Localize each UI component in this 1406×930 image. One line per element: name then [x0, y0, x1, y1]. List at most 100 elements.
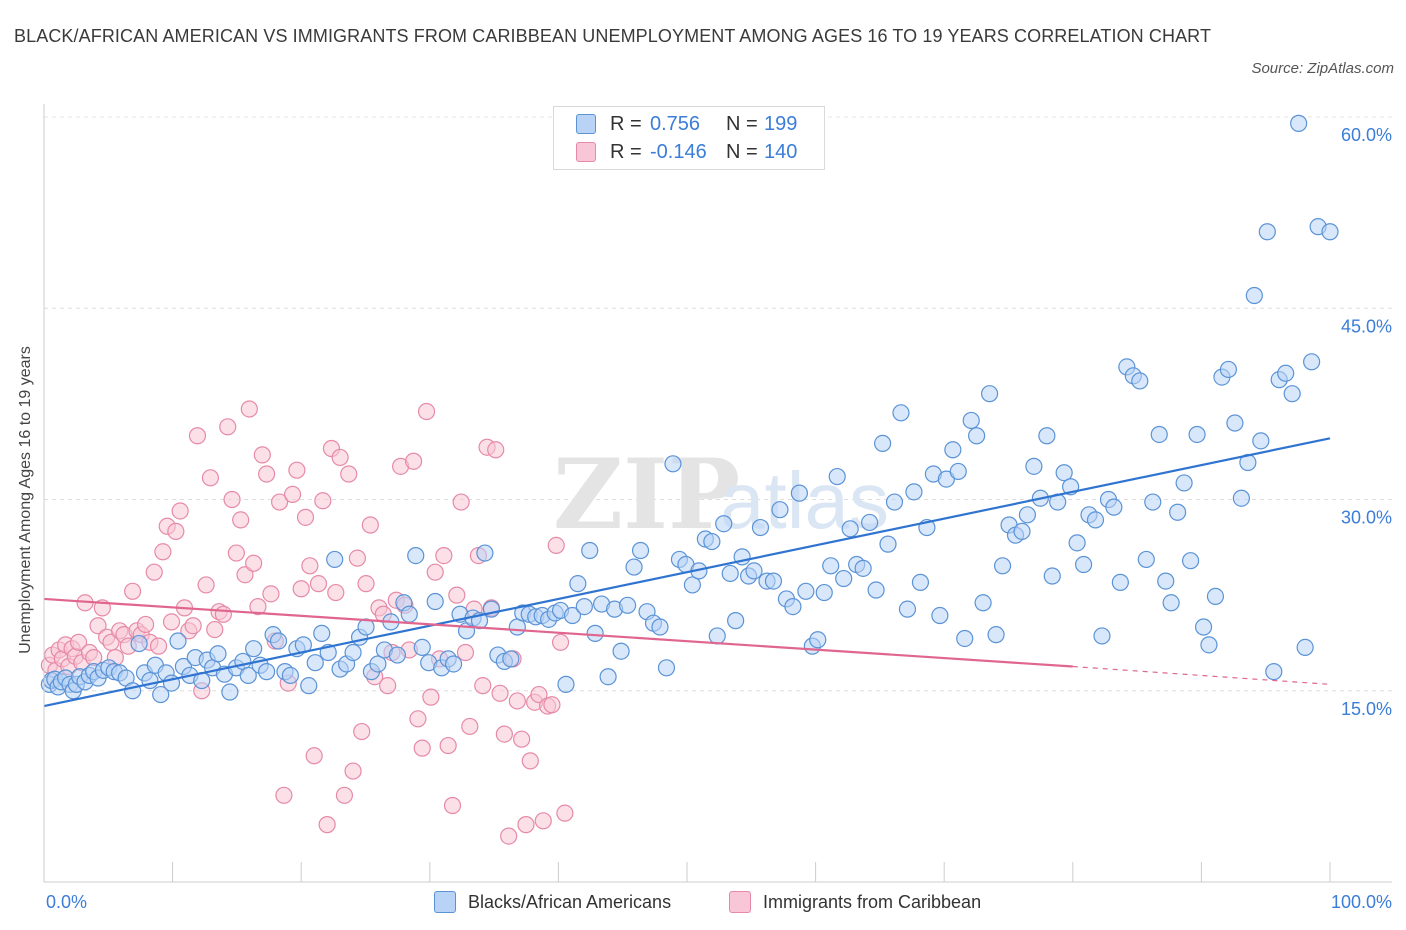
caribbean-point [214, 605, 232, 623]
black-point [124, 682, 142, 700]
black-point [1162, 594, 1180, 612]
black-point [841, 520, 859, 538]
black-point [1169, 503, 1187, 521]
black-point [1086, 511, 1105, 529]
black-point [1043, 567, 1061, 585]
black-point [631, 541, 650, 560]
caribbean-point [89, 617, 107, 635]
caribbean-point [283, 485, 302, 503]
legend-r-value: 0.756 [650, 112, 701, 135]
black-point [599, 668, 617, 686]
caribbean-point [508, 692, 526, 710]
caribbean-point [296, 508, 315, 526]
black-point [962, 411, 980, 430]
black-point [1055, 464, 1073, 482]
black-point [949, 462, 967, 481]
black-point [974, 594, 992, 612]
caribbean-point [327, 583, 345, 602]
caribbean-point [344, 762, 362, 780]
black-point [815, 583, 833, 602]
caribbean-point [379, 677, 397, 695]
caribbean-trend-extension [1072, 665, 1331, 685]
caribbean-point [223, 490, 241, 509]
caribbean-point [340, 465, 358, 483]
caribbean-point [357, 575, 375, 593]
black-point [745, 562, 763, 580]
black-point [563, 606, 582, 625]
caribbean-point [236, 566, 254, 584]
black-point [169, 632, 187, 650]
caribbean-point [452, 493, 470, 511]
trend-lines [43, 437, 1331, 708]
black-point [1200, 636, 1218, 654]
caribbean-point [136, 615, 155, 634]
caribbean-point [547, 536, 565, 555]
tick-labels: 15.0% 30.0% 45.0% 60.0% 0.0% 100.0% [46, 125, 1392, 912]
black-point [861, 513, 879, 532]
black-point [1290, 114, 1308, 132]
black-point [1013, 522, 1031, 540]
black-point [1137, 550, 1155, 569]
black-point [344, 643, 362, 662]
caribbean-point [318, 816, 336, 834]
caribbean-point [258, 465, 276, 483]
black-point [152, 685, 170, 704]
black-point [854, 559, 872, 577]
source-label: Source: ZipAtlas.com [1251, 60, 1394, 77]
caribbean-point [219, 418, 237, 436]
black-point [790, 484, 808, 502]
watermark-text-atlas: atlas [720, 456, 889, 545]
black-point [245, 640, 263, 658]
black-point [1283, 385, 1301, 403]
caribbean-point [409, 710, 427, 728]
black-point [898, 600, 917, 618]
caribbean-point [487, 441, 505, 459]
black-point [835, 569, 853, 588]
black-point [557, 675, 575, 693]
caribbean-point [149, 637, 168, 655]
black-point [130, 634, 148, 653]
caribbean-point [556, 804, 574, 822]
black-point [1111, 573, 1129, 591]
black-point [1296, 638, 1314, 657]
caribbean-point [162, 613, 181, 631]
caribbean-point [69, 633, 88, 651]
caribbean-point [171, 502, 189, 520]
black-point [980, 385, 999, 403]
black-point [1232, 489, 1250, 507]
black-point [993, 557, 1012, 575]
caribbean-point [404, 452, 423, 470]
black-point [828, 467, 846, 486]
black-point [651, 618, 669, 636]
black-point [400, 605, 418, 623]
legend-row-caribbean: R = -0.146 N = 140 [576, 139, 797, 165]
caribbean-point [517, 816, 535, 834]
caribbean-point [301, 557, 319, 575]
black-point [612, 642, 630, 660]
black-point [326, 550, 344, 569]
black-point [1252, 432, 1270, 450]
black-point [721, 564, 739, 583]
caribbean-point [335, 786, 354, 804]
caribbean-point [288, 461, 306, 479]
caribbean-point [513, 730, 531, 748]
black-point [703, 532, 721, 551]
bottom-legend-swatch-blue [434, 891, 456, 913]
caribbean-point [417, 402, 436, 421]
black-point [269, 632, 288, 650]
black-point [956, 629, 974, 648]
legend-r-label: R = [610, 140, 642, 163]
caribbean-point [249, 597, 267, 616]
y-tick-label: 30.0% [1341, 508, 1392, 528]
black-point [476, 544, 494, 562]
black-point [618, 596, 637, 614]
black-point [683, 576, 702, 594]
caribbean-point [543, 696, 561, 714]
legend-row-black: R = 0.756 N = 199 [576, 111, 797, 137]
black-point [771, 501, 789, 519]
black-point [569, 575, 587, 593]
legend-r-value: -0.146 [650, 140, 707, 163]
black-point [931, 606, 949, 625]
caribbean-point [184, 617, 202, 635]
